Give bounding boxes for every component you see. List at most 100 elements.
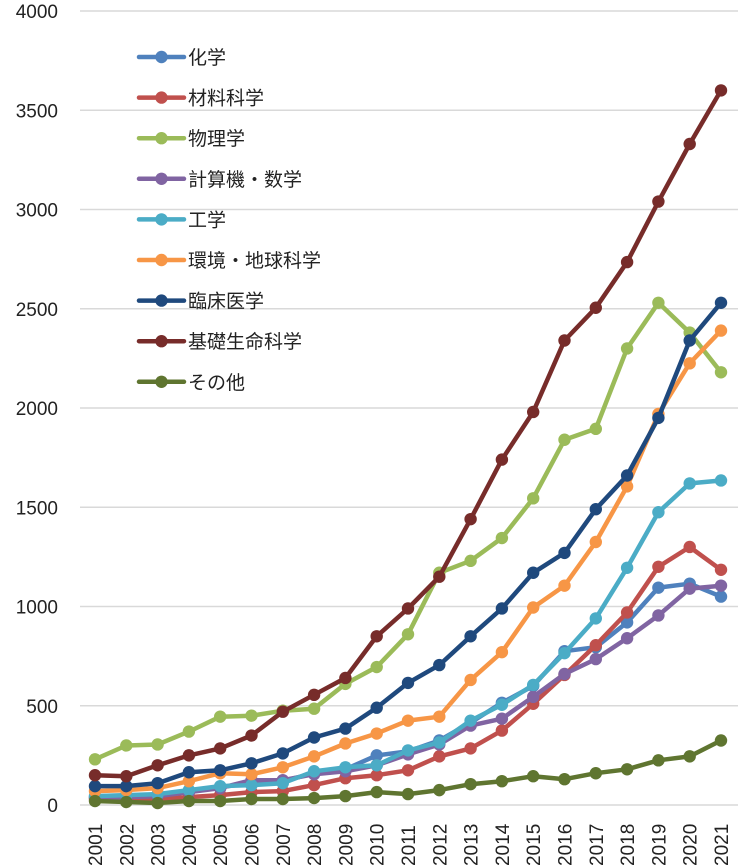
legend-dot-icon xyxy=(155,50,168,64)
data-point-marker xyxy=(339,761,352,774)
x-tick-label: 2008 xyxy=(305,824,326,866)
data-point-marker xyxy=(401,628,415,641)
data-point-marker xyxy=(652,754,665,767)
data-point-marker xyxy=(495,712,509,725)
data-point-marker xyxy=(714,563,728,576)
x-tick-label: 2005 xyxy=(211,824,232,866)
legend-dot-icon xyxy=(155,91,168,104)
x-tick-label: 2015 xyxy=(524,824,545,866)
data-point-marker xyxy=(589,767,602,780)
x-tick-label: 2010 xyxy=(368,824,389,866)
data-point-marker xyxy=(683,357,696,370)
data-point-marker xyxy=(276,747,289,760)
series-line xyxy=(88,734,728,810)
data-point-marker xyxy=(558,667,571,681)
data-point-marker xyxy=(683,477,696,490)
x-tick-label: 2009 xyxy=(336,824,357,866)
data-point-marker xyxy=(558,334,571,347)
x-tick-label: 2019 xyxy=(649,824,670,866)
x-tick-label: 2013 xyxy=(462,824,483,866)
data-point-marker xyxy=(464,554,477,568)
data-point-marker xyxy=(120,795,133,809)
data-point-marker xyxy=(276,792,289,806)
legend-dot-icon xyxy=(155,132,168,145)
legend-item: 工学 xyxy=(136,209,226,231)
data-point-marker xyxy=(558,546,571,560)
data-point-marker xyxy=(495,531,509,545)
data-point-marker xyxy=(214,742,227,755)
data-point-marker xyxy=(527,678,540,692)
data-point-marker xyxy=(151,738,164,751)
data-point-marker xyxy=(714,579,728,592)
data-point-marker xyxy=(370,630,383,643)
data-point-marker xyxy=(589,612,602,625)
x-tick-label: 2018 xyxy=(618,824,639,866)
data-point-marker xyxy=(558,433,571,446)
legend-label: 工学 xyxy=(188,209,226,231)
data-point-marker xyxy=(652,296,665,309)
legend-label: 化学 xyxy=(188,47,226,69)
data-point-marker xyxy=(652,506,665,519)
data-point-marker xyxy=(370,701,383,714)
series-lines xyxy=(88,84,728,810)
data-point-marker xyxy=(401,764,415,777)
data-point-marker xyxy=(527,405,540,419)
data-point-marker xyxy=(589,652,602,666)
x-tick-label: 2011 xyxy=(399,825,420,866)
data-point-marker xyxy=(589,503,602,516)
data-point-marker xyxy=(714,324,728,337)
data-point-marker xyxy=(495,724,509,737)
x-tick-label: 2004 xyxy=(180,823,201,866)
legend-item: 化学 xyxy=(136,47,226,69)
data-point-marker xyxy=(151,796,164,810)
legend-dot-icon xyxy=(155,253,168,267)
y-tick-label: 2500 xyxy=(16,300,58,321)
data-point-marker xyxy=(88,779,102,793)
data-point-marker xyxy=(245,768,258,781)
data-point-marker xyxy=(401,744,415,757)
data-point-marker xyxy=(464,630,477,643)
data-point-marker xyxy=(307,791,321,805)
x-tick-label: 2017 xyxy=(587,824,608,866)
data-point-marker xyxy=(495,602,509,615)
data-point-marker xyxy=(495,774,509,788)
data-point-marker xyxy=(370,727,383,740)
data-point-marker xyxy=(527,601,540,614)
x-tick-label: 2007 xyxy=(274,824,295,866)
data-point-marker xyxy=(558,772,571,786)
data-point-marker xyxy=(370,769,383,782)
data-point-marker xyxy=(401,676,415,690)
data-point-marker xyxy=(245,729,258,742)
series-line xyxy=(88,84,728,783)
data-point-marker xyxy=(433,783,446,797)
y-axis-labels: 0 500 1000 1500 2000 2500 3000 3500 4000 xyxy=(16,2,58,817)
y-tick-label: 1000 xyxy=(16,598,58,619)
y-tick-label: 0 xyxy=(47,796,58,817)
data-point-marker xyxy=(527,566,540,579)
data-point-marker xyxy=(527,690,540,704)
legend-item: その他 xyxy=(136,372,245,394)
data-point-marker xyxy=(307,765,321,778)
data-point-marker xyxy=(464,714,477,727)
series-line xyxy=(88,296,728,793)
data-point-marker xyxy=(182,766,196,779)
data-point-marker xyxy=(527,492,540,505)
data-point-marker xyxy=(620,469,634,482)
data-point-marker xyxy=(276,761,289,774)
data-point-marker xyxy=(683,137,696,151)
legend-label: 計算機・数学 xyxy=(188,169,302,191)
data-point-marker xyxy=(370,759,383,772)
x-axis-labels: 2001 2002 2003 2004 2005 2006 2007 2008 2009 2010… xyxy=(86,823,733,866)
data-point-marker xyxy=(245,778,258,792)
data-point-marker xyxy=(589,535,602,549)
data-point-marker xyxy=(182,749,196,762)
data-point-marker xyxy=(276,705,289,718)
data-point-marker xyxy=(433,658,446,672)
legend-dot-icon xyxy=(155,294,168,307)
data-point-marker xyxy=(620,616,634,629)
legend-dot-icon xyxy=(155,172,168,185)
x-tick-label: 2001 xyxy=(86,824,107,866)
